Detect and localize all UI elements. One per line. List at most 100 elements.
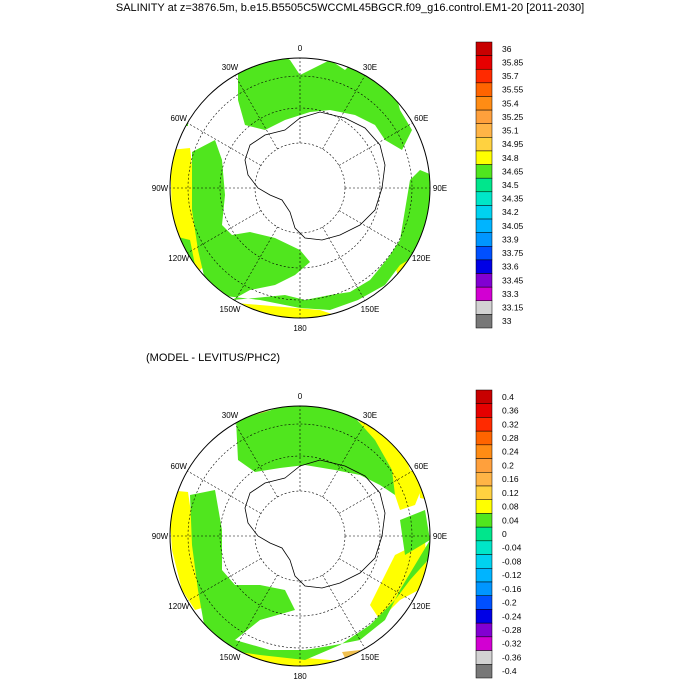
meridian-line [322,226,366,301]
colorbar-segment [475,609,493,624]
colorbar-tick-label: -0.32 [502,639,522,649]
colorbar-segment [475,191,493,206]
colorbar-tick-label: 0.2 [502,460,514,470]
colorbar-tick-label: 34.95 [502,139,524,149]
longitude-label: 30E [363,63,377,72]
colorbar-tick-label: -0.4 [502,666,517,676]
colorbar-segment [475,164,493,179]
colorbar-tick-label: 34.5 [502,180,519,190]
colorbar-segment [475,205,493,220]
top-map-longitude-labels: 0 30E 60E 90E 120E 150E 180 150W 120W 90W 60W 30W [152,44,447,333]
longitude-label: 30E [363,411,377,420]
colorbar-tick-label: 35.1 [502,126,519,136]
colorbar-segment [475,526,493,542]
colorbar-segment [475,55,493,70]
colorbar-segment [475,513,493,528]
colorbar-tick-label: 0.32 [502,419,519,429]
colorbar-segment [475,150,493,165]
colorbar-segment [475,650,493,665]
colorbar-segment [475,314,493,329]
colorbar-tick-label: 33.45 [502,275,524,285]
colorbar-tick-label: 33.15 [502,303,524,313]
field-yellow [350,406,425,510]
colorbar-tick-label: -0.16 [502,584,522,594]
colorbar-segment [475,417,493,432]
colorbar-segment [475,82,493,97]
field-yellow [420,90,430,135]
colorbar-segment [475,218,493,233]
colorbar-segment [475,485,493,500]
field-yellow [370,540,428,620]
longitude-label: 0 [298,44,303,53]
longitude-label: 150W [220,305,241,314]
colorbar-tick-label: 35.55 [502,85,524,95]
colorbar-tick-label: -0.28 [502,625,522,635]
field-green [236,406,395,495]
colorbar-segment [475,472,493,487]
colorbar-segment [475,664,493,679]
colorbar-tick-label: -0.2 [502,598,517,608]
colorbar-tick-label: 0.4 [502,392,514,402]
longitude-label: 120E [412,254,431,263]
longitude-label: 150E [361,653,380,662]
longitude-label: 90W [152,184,169,193]
longitude-label: 30W [222,411,239,420]
colorbar-segment [475,109,493,124]
colorbar-segment [475,177,493,193]
colorbar-segment [475,68,493,84]
longitude-label: 120E [412,602,431,611]
colorbar-segment [475,300,493,315]
colorbar-tick-label: 0.36 [502,406,519,416]
colorbar-segment [475,232,493,247]
field-green [192,140,430,310]
colorbar-tick-label: -0.24 [502,611,522,621]
longitude-label: 0 [298,392,303,401]
colorbar-tick-label: -0.04 [502,543,522,553]
colorbar-tick-label: 34.65 [502,166,524,176]
longitude-label: 90E [433,532,447,541]
colorbar-tick-label: 34.2 [502,207,519,217]
colorbar-segment [475,123,493,138]
top-map-fields [170,58,430,318]
colorbar-tick-label: 0 [502,529,507,539]
longitude-label: 90E [433,184,447,193]
longitude-label: 90W [152,532,169,541]
longitude-label: 60E [414,114,428,123]
colorbar-segment [475,389,493,404]
colorbar-tick-label: 33.6 [502,262,519,272]
colorbar-segment [475,636,493,651]
colorbar-segment [475,499,493,514]
longitude-label: 60W [171,114,188,123]
colorbar-tick-label: -0.08 [502,556,522,566]
longitude-label: 120W [168,254,189,263]
colorbar-segment [475,622,493,638]
colorbar-segment [475,595,493,610]
colorbar-tick-label: 35.4 [502,98,519,108]
bottom-map-longitude-labels: 0 30E 60E 90E 120E 150E 180 150W 120W 90W 60W 30W [152,392,447,681]
colorbar-segment [475,430,493,446]
longitude-label: 120W [168,602,189,611]
colorbar-segment [475,259,493,274]
chart-subtitle: (MODEL - LEVITUS/PHC2) [146,352,281,364]
colorbar-tick-label: 36 [502,44,512,54]
colorbar-segment [475,540,493,555]
colorbar-segment [475,96,493,111]
colorbar-tick-label: 35.7 [502,71,519,81]
colorbar-tick-label: 34.05 [502,221,524,231]
colorbar-segment [475,554,493,569]
colorbar-segment [475,581,493,596]
chart-title: SALINITY at z=3876.5m, b.e15.B5505C5WCCM… [115,2,585,14]
colorbar-tick-label: 34.35 [502,194,524,204]
colorbar-tick-label: 35.25 [502,112,524,122]
field-green [400,510,430,555]
antarctica-outline [244,459,386,589]
colorbar-tick-label: 0.08 [502,502,519,512]
colorbar-tick-label: 0.12 [502,488,519,498]
colorbar-tick-label: 33.3 [502,289,519,299]
colorbar-tick-label: 33.75 [502,248,524,258]
colorbar-tick-label: -0.12 [502,570,522,580]
field-green [190,490,430,660]
colorbar-tick-label: -0.36 [502,652,522,662]
colorbar-tick-label: 0.16 [502,474,519,484]
